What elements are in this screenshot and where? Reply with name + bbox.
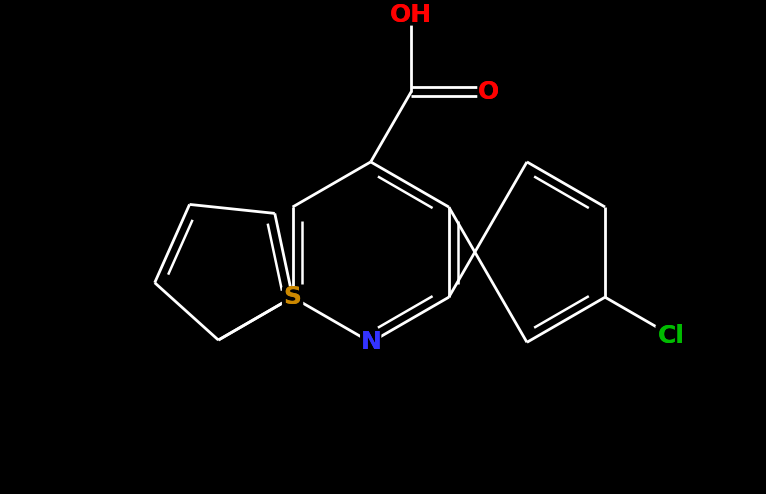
FancyBboxPatch shape	[391, 4, 431, 26]
Text: Cl: Cl	[658, 324, 685, 348]
Text: Cl: Cl	[658, 324, 685, 348]
Text: S: S	[283, 285, 302, 309]
Text: O: O	[477, 80, 499, 104]
FancyBboxPatch shape	[477, 81, 499, 102]
FancyBboxPatch shape	[360, 331, 381, 353]
FancyBboxPatch shape	[282, 287, 303, 308]
Text: S: S	[283, 285, 302, 309]
Text: OH: OH	[390, 3, 432, 27]
Text: N: N	[360, 330, 381, 354]
Text: O: O	[477, 80, 499, 104]
Text: OH: OH	[390, 3, 432, 27]
FancyBboxPatch shape	[656, 325, 687, 346]
Text: N: N	[360, 330, 381, 354]
